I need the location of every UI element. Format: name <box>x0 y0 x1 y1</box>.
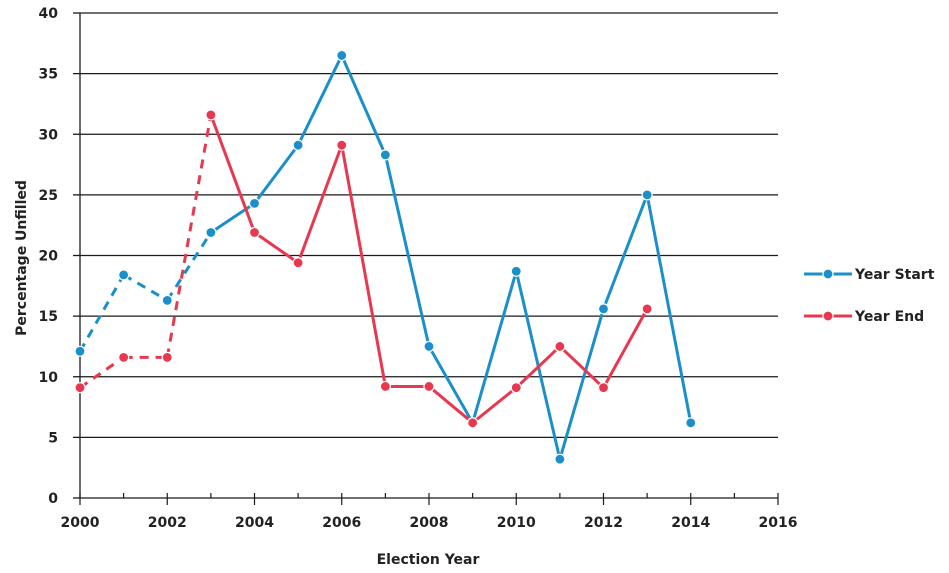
data-point <box>161 351 173 363</box>
data-point <box>118 351 130 363</box>
data-point <box>161 294 173 306</box>
x-tick-label: 2002 <box>148 515 187 531</box>
series-lines <box>74 49 697 465</box>
data-point <box>74 382 86 394</box>
data-point <box>641 189 653 201</box>
series-line-segment <box>78 274 125 353</box>
series-line-segment <box>602 308 649 389</box>
data-point <box>379 149 391 161</box>
data-point <box>510 265 522 277</box>
y-tick-label: 25 <box>39 188 58 204</box>
x-tick-label: 2014 <box>671 515 710 531</box>
axes: 0 5 10 15 20 25 30 35 40 2000 2002 2004 2006 2008 2010… <box>39 6 798 531</box>
series-line-segment <box>165 231 213 302</box>
series-line-segment <box>253 144 300 205</box>
y-tick-label: 40 <box>39 6 59 22</box>
data-point <box>597 303 610 315</box>
series-line-segment <box>558 345 605 389</box>
series-line-segment <box>253 231 299 265</box>
series-line-segment <box>427 345 474 424</box>
legend-label: Year Start <box>854 267 935 283</box>
y-tick-label: 35 <box>39 67 58 83</box>
data-point <box>248 197 261 209</box>
data-point <box>336 139 348 151</box>
data-point <box>467 417 479 429</box>
series-line-segment <box>602 194 649 310</box>
legend-swatch-marker <box>822 268 834 280</box>
data-point <box>248 226 261 239</box>
data-point <box>597 382 610 394</box>
series-line-segment <box>340 54 387 156</box>
data-point <box>336 49 348 62</box>
data-point <box>205 109 217 121</box>
series-line-segment <box>471 270 518 424</box>
legend-swatch-marker <box>822 310 834 322</box>
x-tick-label: 2006 <box>322 515 361 531</box>
data-point <box>554 340 566 353</box>
y-tick-label: 5 <box>48 430 58 446</box>
x-tick-label: 2012 <box>584 515 623 531</box>
x-tick-label: 2016 <box>759 515 798 531</box>
y-tick-label: 15 <box>39 309 58 325</box>
grid-lines <box>80 12 778 439</box>
series-line-segment <box>122 273 169 302</box>
data-point <box>423 340 435 353</box>
series-line-segment <box>515 345 561 389</box>
series-line-segment <box>296 54 344 146</box>
series-line-segment <box>340 144 387 387</box>
data-point <box>292 257 304 269</box>
series-line-segment <box>296 144 344 264</box>
series-line-segment <box>209 114 256 233</box>
series-line-segment <box>428 385 474 424</box>
data-point <box>379 380 391 393</box>
data-point <box>74 345 86 357</box>
series-line-segment <box>383 154 431 347</box>
data-point <box>685 417 697 429</box>
y-tick-label: 10 <box>39 370 59 386</box>
legend: Year Start Year End <box>804 267 935 325</box>
x-axis-title: Election Year <box>377 552 480 568</box>
y-tick-label: 30 <box>39 127 59 143</box>
y-tick-label: 0 <box>48 491 58 507</box>
x-tick-label: 2008 <box>410 515 449 531</box>
series-line-segment <box>79 356 125 389</box>
x-tick-label: 2000 <box>61 515 100 531</box>
data-point <box>510 382 522 394</box>
data-point <box>292 139 304 151</box>
x-tick-label: 2004 <box>235 515 274 531</box>
data-point <box>205 226 217 239</box>
series-line-segment <box>558 308 605 460</box>
series-line-segment <box>471 386 518 424</box>
x-tick-label: 2010 <box>497 515 536 531</box>
data-point <box>554 453 566 465</box>
data-point <box>118 269 130 281</box>
series-line-segment <box>210 202 256 234</box>
series-line-segment <box>165 114 213 358</box>
data-point <box>423 380 435 393</box>
legend-label: Year End <box>854 309 924 325</box>
data-point <box>641 303 653 315</box>
series-line-segment <box>645 194 693 424</box>
y-axis-title: Percentage Unfilled <box>14 180 30 336</box>
y-tick-label: 20 <box>39 249 59 265</box>
